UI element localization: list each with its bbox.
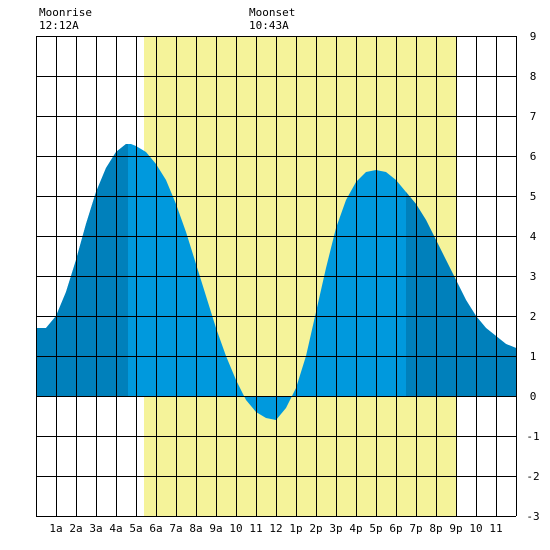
moonrise-label: Moonrise bbox=[39, 6, 92, 19]
x-tick-label: 3a bbox=[89, 522, 102, 535]
tide-area-night bbox=[36, 144, 128, 396]
y-tick-label: 4 bbox=[530, 230, 537, 243]
x-tick-label: 7a bbox=[169, 522, 182, 535]
x-tick-label: 2a bbox=[69, 522, 82, 535]
x-tick-label: 8p bbox=[429, 522, 442, 535]
y-tick-label: 2 bbox=[530, 310, 537, 323]
x-tick-label: 8a bbox=[189, 522, 202, 535]
x-tick-label: 1p bbox=[289, 522, 302, 535]
x-tick-label: 9a bbox=[209, 522, 222, 535]
y-tick-label: 6 bbox=[530, 150, 537, 163]
x-tick-label: 7p bbox=[409, 522, 422, 535]
x-tick-label: 4a bbox=[109, 522, 122, 535]
x-tick-label: 11 bbox=[489, 522, 502, 535]
x-tick-label: 2p bbox=[309, 522, 322, 535]
x-tick-label: 10 bbox=[229, 522, 242, 535]
y-tick-label: 8 bbox=[530, 70, 537, 83]
x-tick-label: 9p bbox=[449, 522, 462, 535]
x-tick-label: 4p bbox=[349, 522, 362, 535]
y-tick-label: 5 bbox=[530, 190, 537, 203]
y-tick-label: -2 bbox=[526, 470, 539, 483]
moonset-time: 10:43A bbox=[249, 19, 289, 32]
y-tick-label: 7 bbox=[530, 110, 537, 123]
x-tick-label: 5a bbox=[129, 522, 142, 535]
x-tick-label: 12 bbox=[269, 522, 282, 535]
x-tick-label: 3p bbox=[329, 522, 342, 535]
y-tick-label: -1 bbox=[526, 430, 539, 443]
y-tick-label: 1 bbox=[530, 350, 537, 363]
y-tick-label: 9 bbox=[530, 30, 537, 43]
tide-area-night bbox=[406, 192, 516, 396]
x-axis-labels: 1a 2a 3a 4a 5a 6a 7a 8a 9a 10 11 12 1p 2p 3p 4p 5p 6p 7p 8p… bbox=[49, 522, 502, 535]
x-tick-label: 5p bbox=[369, 522, 382, 535]
x-tick-label: 6a bbox=[149, 522, 162, 535]
y-axis-labels: 9 8 7 6 5 4 3 2 1 0 -1 -2 -3 bbox=[526, 30, 539, 523]
x-tick-label: 1a bbox=[49, 522, 62, 535]
y-tick-label: 0 bbox=[530, 390, 537, 403]
moonset-label: Moonset bbox=[249, 6, 296, 19]
x-tick-label: 11 bbox=[249, 522, 262, 535]
grid bbox=[36, 36, 517, 517]
x-tick-label: 10 bbox=[469, 522, 482, 535]
moonrise-time: 12:12A bbox=[39, 19, 79, 32]
x-tick-label: 6p bbox=[389, 522, 402, 535]
y-tick-label: 3 bbox=[530, 270, 537, 283]
y-tick-label: -3 bbox=[526, 510, 539, 523]
